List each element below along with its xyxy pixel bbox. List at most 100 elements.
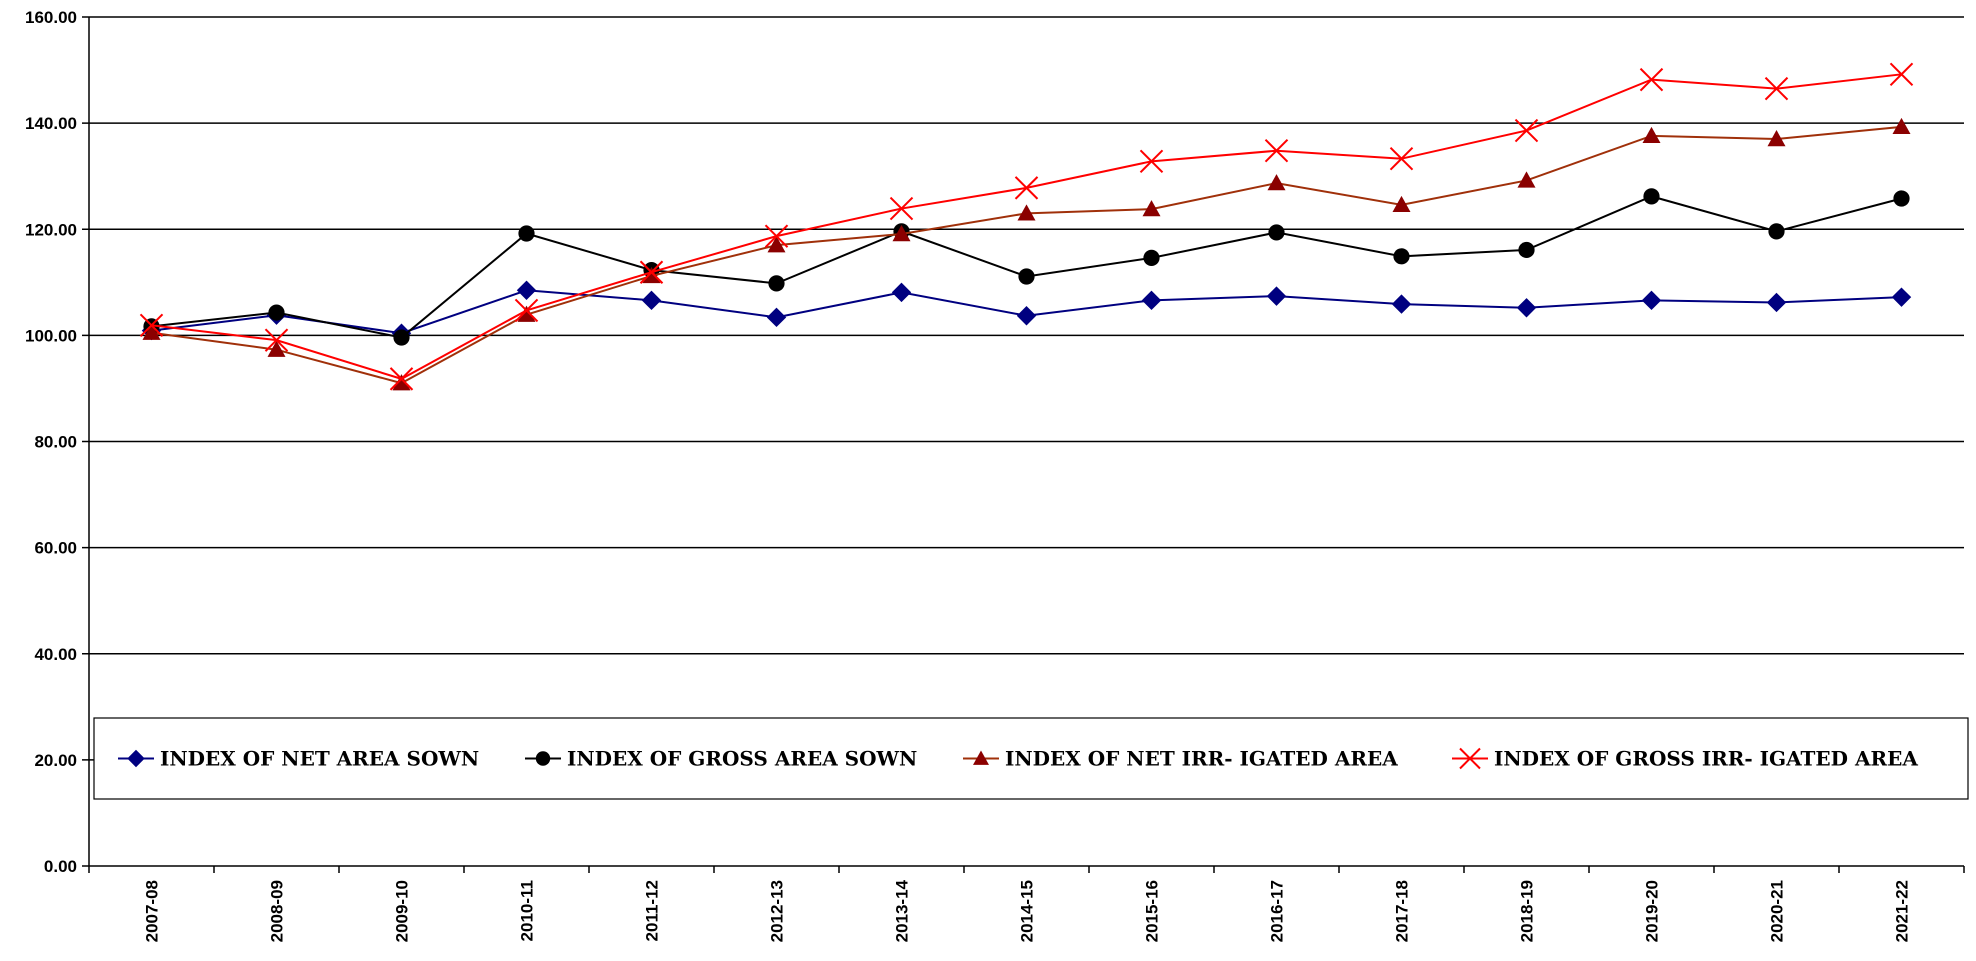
data-point-x (1514, 118, 1539, 143)
series-2 (143, 188, 1910, 346)
data-point-triangle (1642, 126, 1661, 144)
y-tick-label: 20.00 (34, 751, 77, 770)
data-point-triangle (1017, 204, 1036, 221)
legend-entry-3: INDEX OF NET IRR- IGATED AREA (963, 747, 1398, 771)
legend-label: INDEX OF GROSS AREA SOWN (567, 747, 917, 771)
data-point-diamond (1391, 294, 1412, 314)
x-marker-stroke (1514, 118, 1539, 143)
data-point-diamond (1766, 292, 1787, 313)
data-point-x (1014, 176, 1039, 200)
series-line (151, 73, 1902, 380)
x-tick-label: 2017-18 (1393, 880, 1412, 942)
data-point-circle (535, 751, 551, 766)
legend-box (93, 717, 1969, 800)
data-point-diamond (516, 280, 537, 300)
x-marker-stroke (139, 313, 164, 338)
data-point-diamond (1141, 290, 1162, 311)
data-point-triangle (1767, 130, 1786, 147)
data-point-x (1459, 747, 1481, 770)
data-point-circle (268, 304, 285, 321)
y-tick-label: 100.00 (25, 326, 77, 345)
y-tick-label: 80.00 (34, 433, 77, 452)
data-point-x (139, 313, 164, 338)
data-point-x (264, 328, 289, 352)
data-point-diamond (1641, 290, 1662, 311)
series-4 (139, 62, 1914, 391)
legend-entry-2: INDEX OF GROSS AREA SOWN (525, 747, 917, 771)
data-point-diamond (766, 307, 787, 328)
data-point-triangle (1517, 171, 1536, 188)
legend-entry-4: INDEX OF GROSS IRR- IGATED AREA (1452, 747, 1918, 771)
data-point-triangle (142, 323, 161, 340)
data-point-triangle (1392, 195, 1411, 213)
data-point-x (1764, 76, 1789, 101)
x-marker-stroke (889, 196, 914, 221)
data-point-diamond (641, 290, 662, 311)
x-tick-label: 2011-12 (643, 880, 662, 941)
data-point-circle (1143, 249, 1160, 267)
data-point-triangle (892, 225, 911, 242)
x-tick-label: 2018-19 (1518, 880, 1537, 942)
x-tick-label: 2012-13 (768, 880, 787, 942)
x-tick-label: 2015-16 (1143, 880, 1162, 942)
grid-layer (89, 16, 1964, 761)
data-point-x (889, 196, 914, 221)
data-point-circle (1018, 268, 1035, 285)
data-point-triangle (1142, 200, 1161, 217)
data-point-circle (1393, 248, 1410, 265)
x-tick-label: 2019-20 (1643, 880, 1662, 942)
y-tick-label: 120.00 (25, 220, 77, 239)
data-point-triangle (517, 305, 536, 322)
x-tick-label: 2008-09 (268, 880, 287, 942)
data-point-x (1639, 67, 1664, 92)
data-point-triangle (392, 374, 411, 391)
data-point-x (389, 367, 414, 391)
data-point-circle (768, 275, 785, 292)
data-point-triangle (642, 266, 661, 284)
x-marker-stroke (264, 328, 289, 352)
x-tick-label: 2020-21 (1768, 880, 1787, 942)
x-marker-stroke (764, 224, 789, 248)
data-point-triangle (1267, 174, 1286, 191)
data-point-x (1389, 146, 1414, 171)
y-tick-label: 140.00 (25, 114, 77, 133)
x-tick-label: 2013-14 (893, 879, 912, 942)
x-tick-label: 2021-22 (1893, 880, 1912, 942)
data-point-triangle (1892, 117, 1911, 135)
legend-label: INDEX OF NET IRR- IGATED AREA (1005, 747, 1398, 771)
legend-label: INDEX OF NET AREA SOWN (160, 747, 479, 771)
series-layer (139, 62, 1914, 391)
data-point-x (1889, 62, 1914, 87)
x-tick-label: 2009-10 (393, 880, 412, 942)
data-point-circle (1518, 241, 1535, 259)
y-tick-label: 40.00 (34, 645, 77, 664)
x-tick-label: 2007-08 (143, 880, 162, 942)
data-point-x (1139, 149, 1164, 174)
x-tick-label: 2016-17 (1268, 880, 1287, 942)
legend: INDEX OF NET AREA SOWN INDEX OF GROSS ARE… (93, 717, 1969, 800)
x-marker-stroke (1639, 67, 1664, 92)
data-point-circle (1893, 190, 1910, 207)
data-point-diamond (1891, 287, 1912, 307)
x-marker-stroke (1889, 62, 1914, 87)
axis-layer: 0.00 20.00 40.00 60.00 80.00 100.00 120.00 140.… (25, 8, 1965, 942)
data-point-circle (1268, 224, 1285, 241)
y-tick-label: 160.00 (25, 8, 77, 27)
y-tick-label: 0.00 (44, 857, 77, 876)
series-3 (142, 117, 1911, 391)
data-point-circle (1768, 223, 1785, 240)
data-point-circle (518, 225, 535, 242)
series-line (151, 125, 1902, 385)
data-point-diamond (1516, 298, 1537, 318)
x-marker-stroke (1764, 76, 1789, 101)
x-marker-stroke (639, 260, 664, 284)
data-point-x (764, 224, 789, 248)
x-marker-stroke (1459, 747, 1481, 770)
data-point-diamond (891, 282, 912, 303)
data-point-diamond (1016, 306, 1037, 326)
x-marker-stroke (389, 367, 414, 391)
y-tick-label: 60.00 (34, 539, 77, 558)
data-point-x (514, 298, 539, 323)
